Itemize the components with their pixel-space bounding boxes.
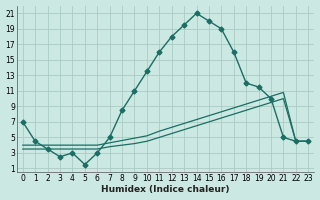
X-axis label: Humidex (Indice chaleur): Humidex (Indice chaleur)	[101, 185, 230, 194]
